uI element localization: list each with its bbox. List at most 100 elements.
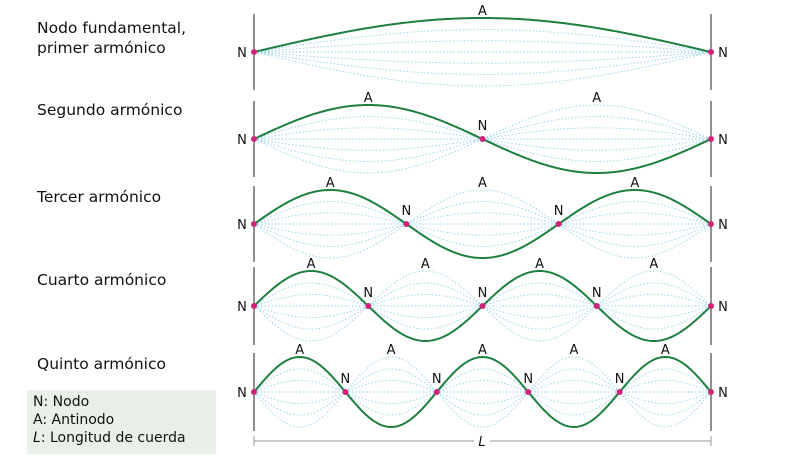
oscillation-envelope bbox=[253, 368, 712, 416]
oscillation-envelope bbox=[253, 40, 712, 53]
oscillation-envelope bbox=[253, 116, 712, 162]
node-label: N bbox=[615, 372, 625, 387]
node-dot bbox=[251, 49, 257, 55]
oscillation-envelope bbox=[253, 293, 712, 319]
legend-text: : Antinodo bbox=[42, 412, 115, 428]
node-label: N bbox=[523, 372, 533, 387]
oscillation-envelope bbox=[253, 293, 712, 319]
node-dot bbox=[251, 303, 257, 309]
antinode-label: A bbox=[592, 91, 601, 106]
node-dot bbox=[365, 303, 372, 309]
oscillation-envelope bbox=[253, 51, 712, 87]
antinode-label: A bbox=[364, 91, 373, 106]
oscillation-envelope bbox=[253, 201, 712, 247]
oscillation-envelope bbox=[253, 116, 712, 162]
node-dot bbox=[708, 136, 714, 142]
row-label-line: Cuarto armónico bbox=[37, 271, 167, 289]
legend-key: N bbox=[33, 394, 44, 410]
oscillation-envelope bbox=[253, 282, 712, 330]
node-label: N bbox=[718, 133, 728, 148]
node-label: N bbox=[432, 372, 442, 387]
node-label: N bbox=[718, 300, 728, 315]
oscillation-envelope bbox=[253, 189, 712, 259]
node-label: N bbox=[237, 300, 247, 315]
legend-item-node: N: Nodo bbox=[33, 393, 216, 411]
row-label-harmonic-5: Quinto armónico bbox=[37, 354, 166, 374]
node-dot bbox=[342, 389, 349, 395]
oscillation-envelope bbox=[253, 270, 712, 342]
antinode-label: A bbox=[478, 343, 487, 358]
node-label: N bbox=[478, 119, 488, 134]
oscillation-envelope bbox=[253, 212, 712, 236]
antinode-label: A bbox=[478, 4, 487, 19]
node-dot bbox=[251, 389, 257, 395]
antinode-label: A bbox=[326, 176, 335, 191]
node-label: N bbox=[478, 286, 488, 301]
node-dot bbox=[251, 136, 257, 142]
length-label-background bbox=[474, 433, 490, 449]
antinode-label: A bbox=[478, 176, 487, 191]
node-dot bbox=[616, 389, 623, 395]
standing-wave bbox=[253, 188, 712, 260]
node-dot bbox=[251, 221, 257, 227]
length-label: L bbox=[478, 435, 485, 450]
node-label: N bbox=[237, 46, 247, 61]
node-dot bbox=[708, 221, 714, 227]
node-dot bbox=[433, 389, 440, 395]
row-label-line: Nodo fundamental, bbox=[37, 19, 187, 37]
row-label-harmonic-4: Cuarto armónico bbox=[37, 270, 166, 290]
node-dot bbox=[593, 303, 600, 309]
antinode-label: A bbox=[421, 257, 430, 272]
legend: N: Nodo A: Antinodo L: Longitud de cuerd… bbox=[27, 390, 216, 454]
antinode-label: A bbox=[569, 343, 578, 358]
row-label-line: Tercer armónico bbox=[37, 188, 162, 206]
node-label: N bbox=[341, 372, 351, 387]
antinode-label: A bbox=[295, 343, 304, 358]
antinode-label: A bbox=[630, 176, 639, 191]
node-dot bbox=[708, 303, 714, 309]
node-label: N bbox=[237, 218, 247, 233]
antinode-label: A bbox=[649, 257, 658, 272]
legend-item-antinode: A: Antinodo bbox=[33, 411, 216, 429]
legend-item-length: L: Longitud de cuerda bbox=[33, 429, 216, 447]
node-label: N bbox=[592, 286, 602, 301]
node-label: N bbox=[237, 133, 247, 148]
oscillation-envelope bbox=[253, 127, 712, 151]
node-dot bbox=[555, 221, 562, 227]
row-label-line: Segundo armónico bbox=[37, 101, 183, 119]
row-label-harmonic-2: Segundo armónico bbox=[37, 100, 182, 120]
oscillation-envelope bbox=[253, 379, 712, 405]
antinode-label: A bbox=[387, 343, 396, 358]
node-dot bbox=[479, 303, 486, 309]
oscillation-envelope bbox=[253, 51, 712, 75]
legend-text: : Nodo bbox=[43, 394, 90, 410]
oscillation-envelope bbox=[253, 51, 712, 64]
oscillation-envelope bbox=[253, 212, 712, 236]
node-dot bbox=[403, 221, 410, 227]
legend-text: : Longitud de cuerda bbox=[40, 430, 186, 446]
node-dot bbox=[708, 49, 714, 55]
node-dot bbox=[479, 136, 486, 142]
oscillation-envelope bbox=[253, 104, 712, 174]
row-label-line: Quinto armónico bbox=[37, 355, 166, 373]
row-label-harmonic-3: Tercer armónico bbox=[37, 187, 161, 207]
legend-key: L bbox=[33, 430, 41, 446]
antinode-label: A bbox=[661, 343, 670, 358]
node-dot bbox=[525, 389, 532, 395]
node-dot bbox=[708, 389, 714, 395]
node-label: N bbox=[401, 204, 411, 219]
node-label: N bbox=[718, 218, 728, 233]
standing-wave bbox=[253, 355, 712, 429]
antinode-label: A bbox=[307, 257, 316, 272]
oscillation-envelope bbox=[253, 379, 712, 405]
antinode-label: A bbox=[535, 257, 544, 272]
oscillation-envelope bbox=[253, 127, 712, 151]
oscillation-envelope bbox=[253, 29, 712, 53]
legend-key: A bbox=[33, 412, 43, 428]
row-label-line: primer armónico bbox=[37, 39, 166, 57]
node-label: N bbox=[718, 386, 728, 401]
node-label: N bbox=[554, 204, 564, 219]
node-label: N bbox=[237, 386, 247, 401]
oscillation-envelope bbox=[253, 368, 712, 416]
